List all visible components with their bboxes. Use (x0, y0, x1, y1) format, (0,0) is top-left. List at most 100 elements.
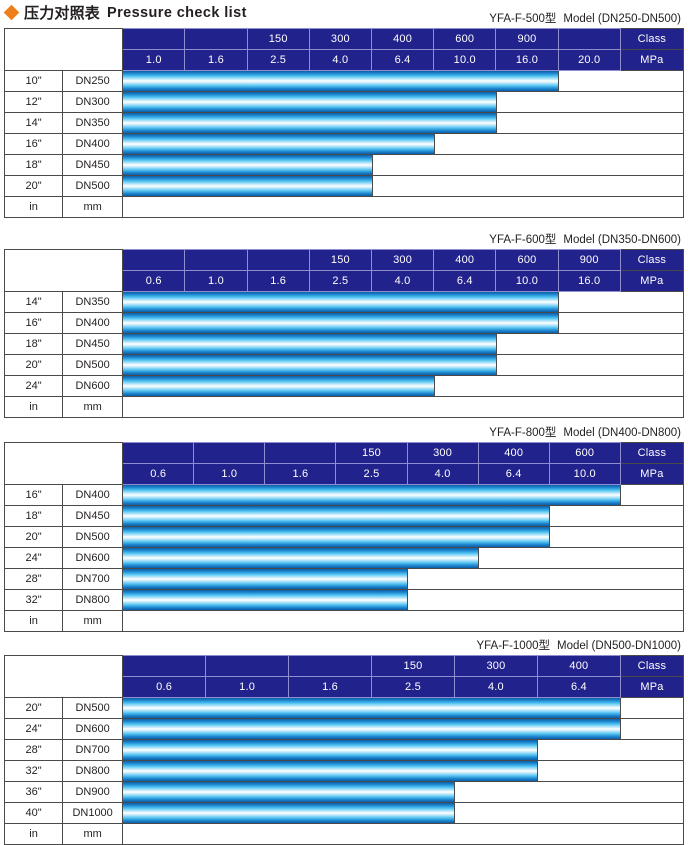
bar-end-edge (537, 761, 539, 781)
mpa-header-cell-4: 4.0 (370, 270, 435, 292)
bar-end-edge (454, 803, 456, 823)
pressure-bar (123, 740, 538, 760)
bar-cell (122, 484, 684, 506)
mpa-header-cell-0: 0.6 (122, 270, 186, 292)
table-row: 20" DN500 (3, 175, 684, 197)
table-row: 20" DN500 (3, 526, 684, 548)
mpa-header-cell-0: 0.6 (122, 676, 207, 698)
header-row-class: 公称压力 Nominal pressure 公称通径 Nominal size 150 30… (3, 442, 685, 485)
bar-end-edge (495, 334, 497, 354)
nominal-size-mm: DN300 (62, 91, 124, 113)
model-caption-2: YFA-F-600型 Model (DN350-DN600) (4, 232, 684, 249)
nominal-size-mm: DN800 (62, 760, 124, 782)
table-row: 36" DN900 (3, 781, 684, 803)
nominal-size-mm: DN500 (62, 175, 124, 197)
mpa-header-cell-3: 2.5 (371, 676, 455, 698)
nominal-size-mm: DN600 (62, 718, 124, 740)
unit-mm: mm (62, 823, 124, 845)
class-header-cell-2 (246, 249, 310, 271)
mpa-unit-label: MPa (619, 49, 685, 71)
table-row: 28" DN700 (3, 568, 684, 590)
pressure-bar (123, 782, 455, 802)
table-row: 12" DN300 (3, 91, 684, 113)
unit-footer-row: in mm (3, 396, 684, 418)
class-header-cell-6: 600 (495, 249, 559, 271)
pressure-table-3: 公称压力 Nominal pressure 公称通径 Nominal size 150 30… (3, 442, 685, 632)
table-row: 18" DN450 (3, 333, 684, 355)
nominal-size-in: 28" (3, 739, 64, 761)
mpa-header-cell-3: 4.0 (308, 49, 372, 71)
header-row-mpa: 0.6 1.0 1.6 2.5 4.0 6.4 MPa (5, 676, 685, 698)
page-title-cn: 压力对照表 (24, 5, 101, 22)
unit-footer-row: in mm (3, 196, 684, 218)
corner-header-cell: 公称压力 Nominal pressure 公称通径 Nominal size (3, 655, 124, 698)
pressure-bar (123, 134, 434, 154)
class-header-cell-0 (122, 249, 186, 271)
pressure-bar (123, 569, 408, 589)
class-unit-label: Class (619, 249, 685, 271)
nominal-size-mm: DN350 (62, 291, 124, 313)
header-row-class: 公称压力 Nominal pressure 公称通径 Nominal size 150 30… (3, 28, 685, 71)
pressure-bar (123, 719, 621, 739)
class-header-cell-3: 150 (308, 249, 372, 271)
model-code: YFA-F-1000型 (476, 640, 551, 652)
pressure-bar (123, 71, 559, 91)
nominal-size-in: 16" (3, 312, 64, 334)
class-unit-label: Class (619, 28, 685, 50)
unit-mm: mm (62, 396, 124, 418)
class-header-cell-2 (264, 442, 337, 464)
unit-in: in (3, 610, 64, 632)
table-row: 20" DN500 (3, 354, 684, 376)
nominal-size-in: 18" (3, 505, 64, 527)
pressure-bar (123, 485, 621, 505)
model-range: Model (DN400-DN800) (563, 427, 681, 439)
nominal-size-in: 14" (3, 291, 64, 313)
model-range: Model (DN500-DN1000) (557, 640, 681, 652)
mpa-header-cell-7: 20.0 (557, 49, 621, 71)
nominal-size-mm: DN450 (62, 333, 124, 355)
table-block-1: YFA-F-500型 Model (DN250-DN500) 公称压力 Nominal… (3, 11, 685, 218)
pressure-bar (123, 761, 538, 781)
bar-end-edge (433, 134, 435, 154)
mpa-header-cell-0: 1.0 (122, 49, 186, 71)
nominal-size-in: 12" (3, 91, 64, 113)
table-row: 28" DN700 (3, 739, 684, 761)
class-header-cell-1 (205, 655, 290, 677)
pressure-bar (123, 355, 496, 375)
bar-cell (122, 697, 684, 719)
nominal-size-mm: DN450 (62, 505, 124, 527)
bar-end-edge (558, 71, 560, 91)
bar-cell (122, 526, 684, 548)
nominal-size-mm: DN500 (62, 354, 124, 376)
mpa-header-cell-1: 1.0 (205, 676, 290, 698)
bar-end-edge (495, 113, 497, 133)
pressure-table-2: 公称压力 Nominal pressure 公称通径 Nominal size 150 30… (3, 249, 685, 418)
bar-cell (122, 333, 684, 355)
nominal-size-mm: DN700 (62, 739, 124, 761)
table-row: 18" DN450 (3, 154, 684, 176)
unit-in: in (3, 823, 64, 845)
class-header-cell-1 (184, 249, 248, 271)
class-header-cell-5: 400 (433, 249, 497, 271)
mpa-header-cell-1: 1.0 (184, 270, 248, 292)
class-header-cell-1 (193, 442, 266, 464)
nominal-size-in: 32" (3, 589, 64, 611)
pressure-bar (123, 698, 621, 718)
nominal-size-in: 16" (3, 133, 64, 155)
table-row: 24" DN600 (3, 547, 684, 569)
bar-cell (122, 568, 684, 590)
class-header-cell-5: 400 (536, 655, 621, 677)
pressure-bar (123, 92, 496, 112)
class-header-cell-4: 400 (370, 28, 435, 50)
nominal-size-mm: DN400 (62, 484, 124, 506)
class-header-cell-4: 300 (406, 442, 479, 464)
model-range: Model (DN250-DN500) (563, 13, 681, 25)
nominal-size-in: 18" (3, 154, 64, 176)
page-title: 压力对照表 Pressure check list (3, 2, 247, 23)
pressure-bar (123, 527, 550, 547)
nominal-size-mm: DN1000 (62, 802, 124, 824)
bar-cell (122, 781, 684, 803)
bar-cell (122, 291, 684, 313)
nominal-size-in: 40" (3, 802, 64, 824)
